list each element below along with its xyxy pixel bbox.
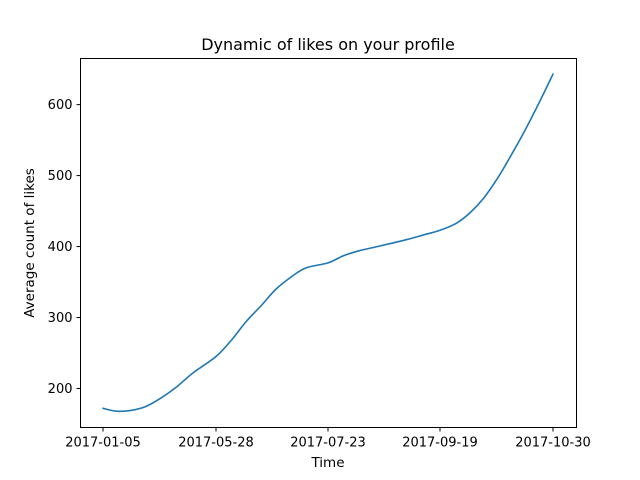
x-tick-label: 2017-10-30 <box>515 436 591 451</box>
y-axis-label: Average count of likes <box>22 168 38 318</box>
x-tick-label: 2017-07-23 <box>290 436 366 451</box>
y-tick-label: 600 <box>48 98 73 113</box>
x-tick-label: 2017-09-19 <box>402 436 478 451</box>
y-tick-label: 500 <box>48 169 73 184</box>
x-axis-label: Time <box>310 455 344 471</box>
chart-title: Dynamic of likes on your profile <box>201 35 455 54</box>
y-tick-label: 300 <box>48 311 73 326</box>
y-tick-label: 400 <box>48 240 73 255</box>
y-axis-ticks: 200 300 400 500 600 <box>48 98 81 397</box>
x-axis-ticks: 2017-01-05 2017-05-28 2017-07-23 2017-09-19… <box>65 427 591 451</box>
y-tick-label: 200 <box>48 382 73 397</box>
series-line <box>102 73 554 413</box>
x-tick-label: 2017-01-05 <box>65 436 141 451</box>
x-tick-label: 2017-05-28 <box>178 436 254 451</box>
